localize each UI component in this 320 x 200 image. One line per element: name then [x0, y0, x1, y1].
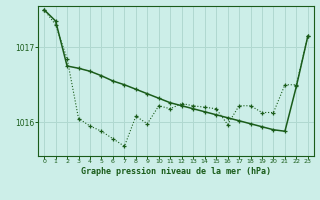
- X-axis label: Graphe pression niveau de la mer (hPa): Graphe pression niveau de la mer (hPa): [81, 167, 271, 176]
